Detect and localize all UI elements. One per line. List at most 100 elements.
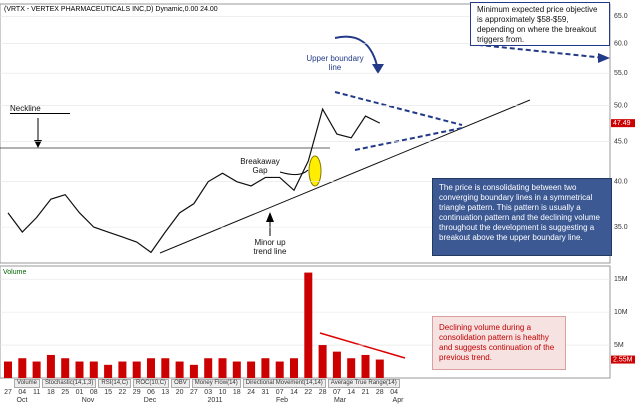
declining-note: Declining volume during a consolidation … bbox=[432, 316, 566, 370]
x-tick-label: 08 bbox=[90, 389, 98, 396]
volume-bar bbox=[46, 354, 55, 378]
volume-bar bbox=[104, 364, 113, 378]
upper-arrow bbox=[334, 35, 379, 71]
x-tick-label: 01 bbox=[76, 389, 84, 396]
month-label: Nov bbox=[82, 397, 95, 404]
lower-boundary bbox=[354, 127, 463, 151]
x-tick-label: 07 bbox=[333, 389, 341, 396]
volume-bar bbox=[75, 361, 84, 378]
month-label: Dec bbox=[144, 397, 157, 404]
volume-bar bbox=[275, 361, 284, 378]
volume-bar bbox=[4, 361, 12, 378]
volume-bar bbox=[261, 358, 270, 378]
volume-bar bbox=[375, 359, 384, 378]
volume-bar bbox=[304, 272, 313, 378]
month-label: Mar bbox=[334, 397, 347, 404]
volume-bar bbox=[332, 351, 341, 378]
x-tick-label: 18 bbox=[233, 389, 241, 396]
month-label: 2011 bbox=[207, 397, 222, 404]
target-arrow bbox=[469, 43, 606, 59]
volume-bar bbox=[318, 345, 327, 378]
arrowhead bbox=[372, 64, 384, 74]
x-tick-label: 03 bbox=[204, 389, 212, 396]
month-label: Apr bbox=[393, 397, 405, 404]
y-tick-label: 35.0 bbox=[614, 224, 628, 231]
y-tick-label: 55.0 bbox=[614, 70, 628, 77]
x-tick-label: 11 bbox=[33, 389, 40, 396]
x-tick-label: 27 bbox=[4, 389, 12, 396]
x-tick-label: 28 bbox=[319, 389, 327, 396]
arrowhead bbox=[598, 53, 610, 63]
volume-bar bbox=[161, 358, 170, 378]
y-tick-label: 45.0 bbox=[614, 138, 628, 145]
price-panel bbox=[0, 3, 611, 264]
objective-note: Minimum expected price objective is appr… bbox=[470, 2, 610, 46]
y-tick-label: 60.0 bbox=[614, 40, 628, 47]
x-tick-label: 07 bbox=[276, 389, 284, 396]
x-tick-label: 14 bbox=[347, 389, 355, 396]
x-tick-label: 22 bbox=[119, 389, 127, 396]
upper-label: Upper boundary line bbox=[306, 54, 364, 72]
volume-bar bbox=[61, 358, 70, 378]
x-tick-label: 22 bbox=[304, 389, 312, 396]
neckline-label: Neckline bbox=[10, 104, 70, 114]
y-tick-label: 50.0 bbox=[614, 103, 628, 110]
chart-title: (VRTX - VERTEX PHARMACEUTICALS INC,D) Dy… bbox=[4, 6, 218, 13]
volume-bar bbox=[232, 361, 241, 378]
last-tag bbox=[611, 355, 635, 364]
volume-bar bbox=[89, 361, 98, 378]
volume-bar bbox=[361, 354, 370, 378]
volume-bar bbox=[147, 358, 155, 378]
volume-trend bbox=[319, 332, 406, 359]
x-tick-label: 31 bbox=[262, 389, 270, 396]
tab[interactable]: Money Flow(14) bbox=[191, 379, 241, 388]
gap-label: Breakaway Gap bbox=[240, 157, 280, 175]
tab[interactable]: Average True Range(14) bbox=[327, 379, 400, 388]
x-tick-label: 04 bbox=[18, 389, 26, 396]
volume-bar bbox=[347, 358, 356, 378]
x-tick-label: 13 bbox=[161, 389, 169, 396]
x-tick-label: 27 bbox=[190, 389, 198, 396]
last-label: 47.49 bbox=[613, 120, 631, 127]
gap-highlight bbox=[308, 155, 322, 187]
volume-bar bbox=[132, 361, 141, 378]
x-tick-label: 14 bbox=[290, 389, 298, 396]
arrowhead bbox=[34, 140, 42, 148]
tab[interactable]: ROC(10,C) bbox=[133, 379, 170, 388]
volume-bar bbox=[175, 361, 184, 378]
last-label: 2.55M bbox=[613, 356, 633, 363]
y-tick-label: 10M bbox=[614, 309, 628, 316]
x-tick-label: 06 bbox=[147, 389, 155, 396]
volume-bar bbox=[290, 358, 298, 378]
tab[interactable]: Volume bbox=[14, 379, 41, 388]
month-label: Oct bbox=[17, 397, 28, 404]
volume-bar bbox=[118, 361, 127, 378]
y-tick-label: 65.0 bbox=[614, 13, 628, 20]
arrowhead bbox=[266, 212, 274, 222]
consolidating-note: The price is consolidating between two c… bbox=[432, 178, 612, 256]
tab[interactable]: RSI(14,C) bbox=[98, 379, 132, 388]
x-tick-label: 20 bbox=[176, 389, 184, 396]
price-line bbox=[7, 107, 381, 254]
volume-bar bbox=[218, 358, 227, 378]
tab[interactable]: Stochastic(14,1,3) bbox=[42, 379, 97, 388]
uptrend-line bbox=[159, 99, 531, 254]
x-tick-label: 10 bbox=[219, 389, 227, 396]
tab[interactable]: Directional Movement(14,14) bbox=[242, 379, 326, 388]
volume-bar bbox=[18, 358, 27, 378]
last-tag bbox=[611, 119, 635, 128]
y-tick-label: 40.0 bbox=[614, 179, 628, 186]
x-tick-label: 24 bbox=[247, 389, 255, 396]
y-tick-label: 15M bbox=[614, 276, 628, 283]
upper-boundary bbox=[334, 91, 463, 126]
panel-label: Volume bbox=[3, 269, 26, 276]
tab-bar: Volume Stochastic(14,1,3) RSI(14,C) ROC(10,… bbox=[14, 379, 400, 388]
x-tick-label: 29 bbox=[133, 389, 141, 396]
volume-bar bbox=[189, 364, 198, 378]
y-tick-label: 5M bbox=[614, 342, 624, 349]
volume-bar bbox=[204, 358, 213, 378]
tab[interactable]: OBV bbox=[171, 379, 190, 388]
x-tick-label: 28 bbox=[376, 389, 384, 396]
